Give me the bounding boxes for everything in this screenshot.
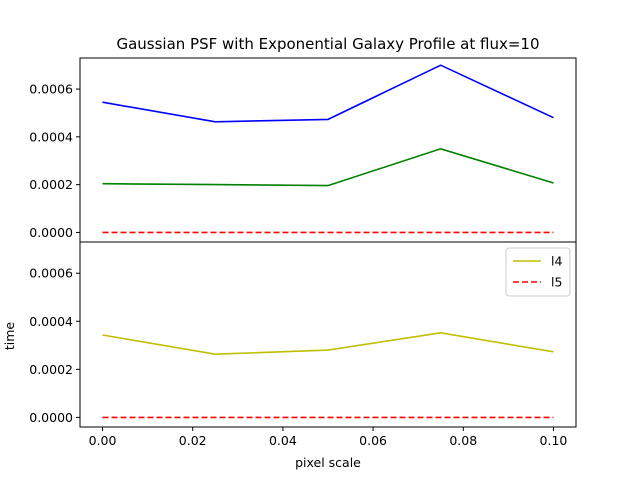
legend-label-l5: l5	[551, 275, 562, 290]
legend-label-l4: l4	[551, 254, 562, 269]
y-tick-label: 0.0000	[29, 225, 73, 240]
x-tick-label: 0.00	[89, 433, 117, 448]
x-tick-label: 0.10	[540, 433, 568, 448]
x-axis-label: pixel scale	[295, 455, 361, 470]
series-line-panel1-2	[102, 147, 554, 187]
y-tick-label: 0.0002	[29, 362, 73, 377]
x-tick-label: 0.02	[179, 433, 207, 448]
y-tick-label: 0.0002	[29, 177, 73, 192]
y-axis-label: time	[2, 322, 17, 351]
plot-layer: 0.0000 0.0002 0.0004 0.0006 0.0000 0.0002 0.00…	[29, 57, 577, 448]
series-line-panel2-1	[102, 331, 554, 356]
x-tick-label: 0.04	[269, 433, 297, 448]
x-tick-label: 0.08	[449, 433, 477, 448]
y-tick-label: 0.0006	[29, 266, 73, 281]
legend-box	[505, 247, 571, 297]
series-line-panel1-1	[102, 64, 554, 123]
y-tick-label: 0.0000	[29, 410, 73, 425]
chart-title: Gaussian PSF with Exponential Galaxy Pro…	[116, 35, 539, 53]
y-tick-label: 0.0004	[29, 314, 73, 329]
x-tick-label: 0.06	[359, 433, 387, 448]
y-tick-label: 0.0004	[29, 129, 73, 144]
axes-frame-panel2	[79, 241, 577, 428]
y-tick-label: 0.0006	[29, 82, 73, 97]
